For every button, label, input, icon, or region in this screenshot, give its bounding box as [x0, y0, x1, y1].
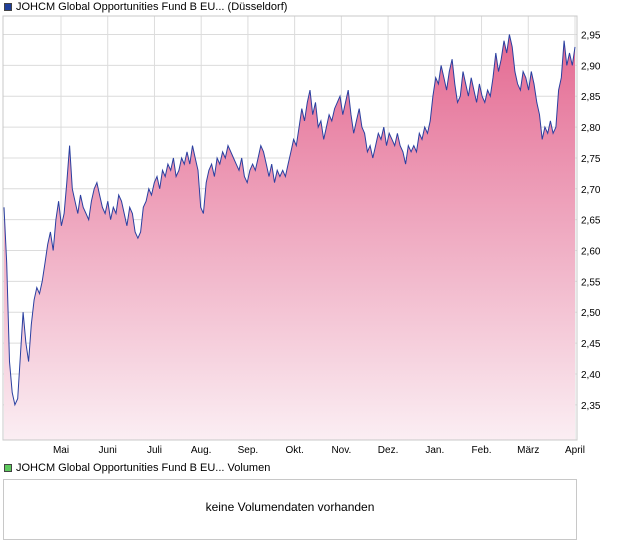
x-axis: Mai Juni Juli Aug. Sep. Okt. Nov. Dez. Jan. Feb. M… — [53, 445, 585, 456]
x-tick-label: Feb. — [472, 445, 492, 456]
plot-frame — [2, 15, 578, 441]
price-legend-label: JOHCM Global Opportunities Fund B EU... … — [16, 1, 288, 13]
volume-legend-label: JOHCM Global Opportunities Fund B EU... … — [16, 462, 271, 474]
y-tick-label: 2,45 — [581, 339, 601, 350]
x-tick-label: Aug. — [191, 445, 212, 456]
price-area — [4, 34, 575, 440]
y-axis: 2,35 2,40 2,45 2,50 2,55 2,60 2,65 2,70 2,75 2,80… — [581, 31, 601, 412]
price-legend-swatch — [4, 3, 12, 11]
x-tick-label: Juni — [99, 445, 117, 456]
x-tick-label: Sep. — [238, 445, 259, 456]
x-tick-label: Nov. — [331, 445, 351, 456]
price-legend: JOHCM Global Opportunities Fund B EU... … — [4, 0, 287, 14]
y-tick-label: 2,80 — [581, 123, 601, 134]
x-tick-label: Jan. — [425, 445, 444, 456]
x-tick-label: Mai — [53, 445, 69, 456]
x-tick-label: März — [517, 445, 539, 456]
y-tick-label: 2,85 — [581, 92, 601, 103]
y-tick-label: 2,40 — [581, 370, 601, 381]
volume-legend-swatch — [4, 464, 12, 472]
y-tick-label: 2,55 — [581, 277, 601, 288]
y-tick-label: 2,75 — [581, 154, 601, 165]
y-tick-label: 2,50 — [581, 308, 601, 319]
y-tick-label: 2,65 — [581, 216, 601, 227]
y-tick-label: 2,90 — [581, 61, 601, 72]
price-chart: 2,35 2,40 2,45 2,50 2,55 2,60 2,65 2,70 2,75 2,80… — [2, 15, 601, 456]
x-tick-label: April — [565, 445, 585, 456]
volume-panel: keine Volumendaten vorhanden — [3, 479, 577, 540]
x-tick-label: Okt. — [285, 445, 303, 456]
y-tick-label: 2,35 — [581, 401, 601, 412]
y-tick-label: 2,70 — [581, 185, 601, 196]
volume-legend: JOHCM Global Opportunities Fund B EU... … — [4, 461, 270, 475]
y-tick-label: 2,95 — [581, 31, 601, 42]
price-line — [3, 34, 576, 407]
y-tick-label: 2,60 — [581, 247, 601, 258]
x-tick-label: Dez. — [378, 445, 399, 456]
volume-empty-message: keine Volumendaten vorhanden — [205, 500, 375, 514]
x-tick-label: Juli — [147, 445, 162, 456]
